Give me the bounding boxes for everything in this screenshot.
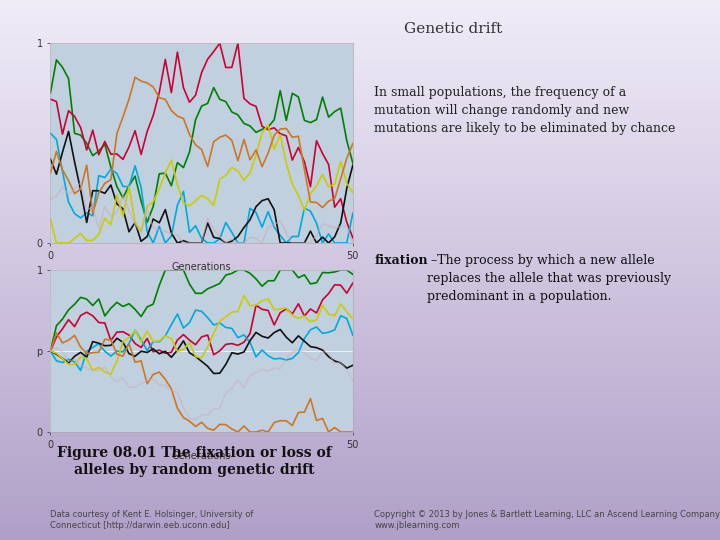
X-axis label: Generations: Generations xyxy=(172,262,231,272)
Text: –The process by which a new allele
replaces the allele that was previously
predo: –The process by which a new allele repla… xyxy=(427,254,671,303)
Text: Data courtesy of Kent E. Holsinger, University of
Connecticut [http://darwin.eeb: Data courtesy of Kent E. Holsinger, Univ… xyxy=(50,510,253,530)
X-axis label: Generations: Generations xyxy=(172,451,231,461)
Text: fixation: fixation xyxy=(374,254,428,267)
Text: Genetic drift: Genetic drift xyxy=(405,22,503,36)
Text: Figure 08.01 The fixation or loss of
alleles by random genetic drift: Figure 08.01 The fixation or loss of all… xyxy=(57,446,332,477)
Text: Copyright © 2013 by Jones & Bartlett Learning, LLC an Ascend Learning Company
ww: Copyright © 2013 by Jones & Bartlett Lea… xyxy=(374,510,720,530)
Text: In small populations, the frequency of a
mutation will change randomly and new
m: In small populations, the frequency of a… xyxy=(374,86,676,136)
